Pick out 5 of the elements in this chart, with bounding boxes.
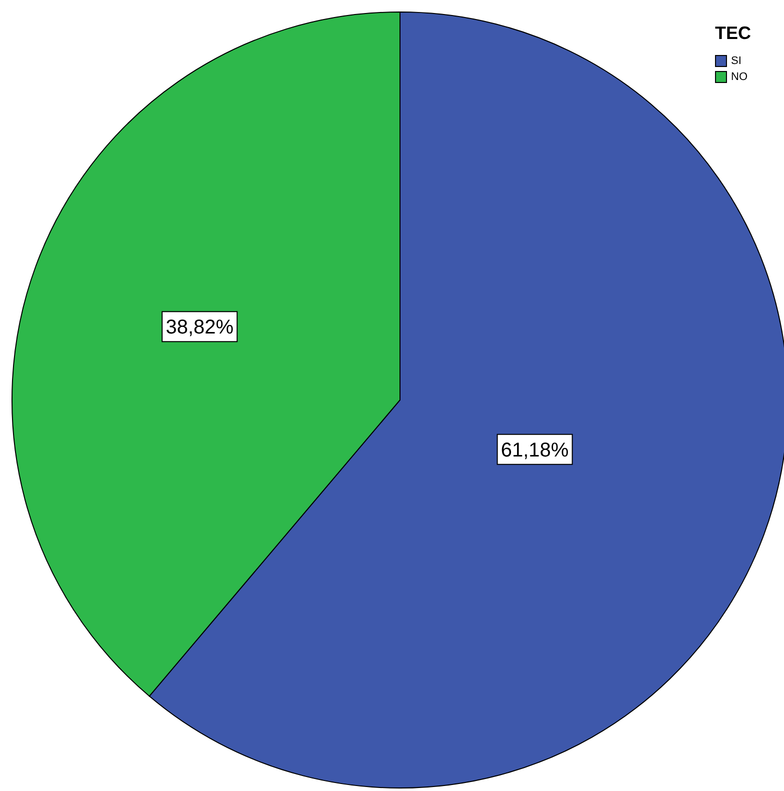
legend-label: NO (731, 71, 748, 83)
legend-title: TEC (715, 23, 751, 43)
legend-label: SI (731, 55, 742, 67)
data-label: 38,82% (166, 316, 234, 339)
data-label: 61,18% (500, 439, 569, 462)
